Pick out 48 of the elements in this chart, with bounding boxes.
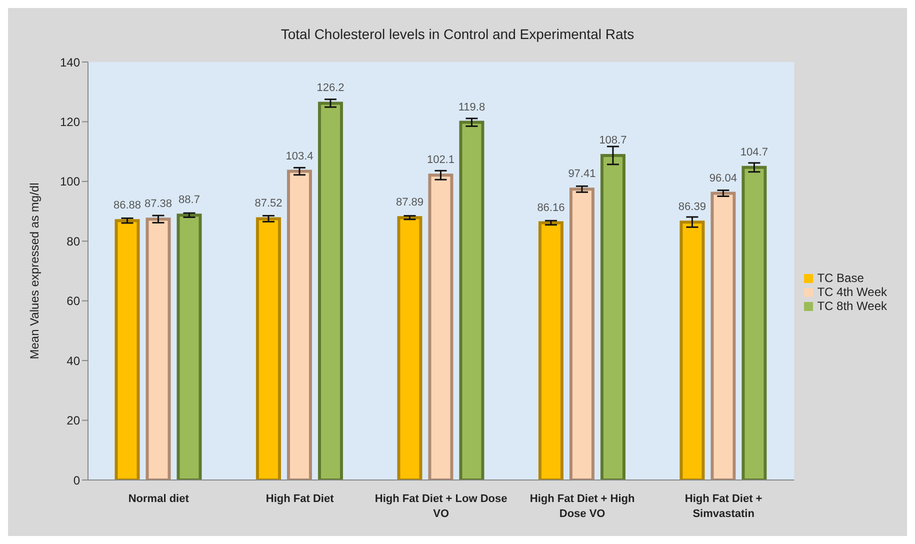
- chart-title: Total Cholesterol levels in Control and Experimental Rats: [280, 25, 636, 44]
- data-label: 97.41: [568, 168, 596, 180]
- data-label: 103.4: [286, 150, 314, 162]
- data-label: 102.1: [426, 154, 454, 166]
- y-tick-label: 140: [60, 55, 80, 70]
- legend-label: TC 4th Week: [817, 285, 887, 299]
- y-tick-label: 80: [66, 234, 80, 248]
- data-label: 96.04: [709, 172, 737, 184]
- y-axis-title: Mean Values expressed as mg/dl: [27, 182, 42, 360]
- y-tick-label: 120: [60, 114, 80, 129]
- data-label: 119.8: [458, 101, 486, 114]
- bar: [569, 188, 594, 480]
- data-label: 88.7: [178, 194, 200, 206]
- y-tick-label: 20: [66, 414, 80, 428]
- bar: [742, 166, 767, 480]
- data-label: 104.7: [740, 146, 768, 158]
- bar: [256, 217, 281, 480]
- data-label: 87.89: [396, 196, 424, 209]
- y-tick-label: 100: [60, 174, 80, 189]
- x-tick-label: High Fat Diet + Low Dose VO: [374, 493, 508, 520]
- bar: [286, 170, 312, 480]
- data-label: 87.38: [144, 198, 172, 210]
- data-label: 86.39: [678, 201, 706, 214]
- x-tick-label: High Fat Diet + Simvastatin: [684, 493, 762, 520]
- x-tick-label: Normal diet: [128, 493, 190, 505]
- data-label: 126.2: [316, 82, 344, 94]
- x-tick-label: High Fat Diet: [266, 493, 334, 505]
- bar: [318, 102, 343, 480]
- y-tick-label: 60: [66, 294, 80, 308]
- bar: [600, 154, 626, 480]
- y-tick-label: 40: [66, 354, 80, 368]
- y-tick-label: 0: [73, 473, 80, 488]
- bar: [538, 221, 564, 480]
- data-label: 108.7: [599, 134, 627, 146]
- data-label: 86.88: [113, 200, 142, 212]
- data-label: 86.16: [537, 202, 565, 214]
- bar: [710, 192, 736, 480]
- bar: [397, 216, 422, 480]
- x-tick-label: High Fat Diet + High Dose VO: [530, 493, 636, 520]
- bar: [114, 219, 140, 480]
- bar: [146, 218, 171, 480]
- bar: [176, 214, 202, 480]
- bar: [428, 174, 454, 480]
- data-label: 87.52: [254, 198, 282, 210]
- bar: [680, 220, 705, 480]
- bar: [459, 120, 484, 480]
- legend-label: TC 8th Week: [817, 299, 887, 313]
- legend-label: TC Base: [817, 271, 864, 285]
